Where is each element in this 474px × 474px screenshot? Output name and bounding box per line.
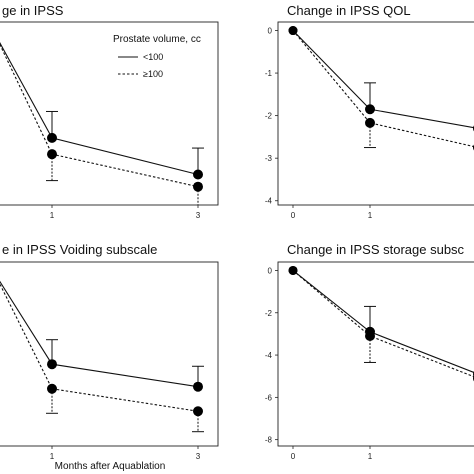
x-tick-label: 0 <box>291 211 296 220</box>
series-line-lt100 <box>292 30 474 129</box>
legend-label: ≥100 <box>143 69 163 79</box>
y-tick-label: -4 <box>265 197 273 206</box>
data-point <box>47 149 57 160</box>
panel-title: Change in IPSS storage subsc <box>287 242 465 257</box>
panel-frame <box>277 261 474 447</box>
data-point <box>47 359 57 370</box>
x-tick-label: 1 <box>50 211 55 220</box>
panel-title: e in IPSS Voiding subscale <box>2 242 157 257</box>
plot-area <box>288 265 474 382</box>
y-tick-label: 0 <box>268 27 273 36</box>
series-line-lt100 <box>292 270 474 374</box>
y-tick-label: -4 <box>265 351 273 360</box>
data-point <box>193 381 203 392</box>
panel-title: ge in IPSS <box>2 3 64 18</box>
y-tick-label: -8 <box>265 436 273 445</box>
y-tick-label: -1 <box>265 69 273 78</box>
plot-area <box>288 26 474 151</box>
panel-frame <box>277 21 474 206</box>
legend-label: <100 <box>143 52 163 62</box>
legend-title: Prostate volume, cc <box>113 34 201 45</box>
data-point <box>193 169 203 180</box>
data-point <box>193 181 203 192</box>
panel-frame <box>0 261 219 447</box>
y-tick-label: 0 <box>268 266 273 275</box>
x-tick-label: 1 <box>50 452 55 461</box>
x-tick-label: 3 <box>196 211 201 220</box>
data-point <box>288 26 298 36</box>
x-tick-label: 1 <box>368 211 373 220</box>
series-line-lt100 <box>0 280 199 388</box>
x-tick-label: 1 <box>368 452 373 461</box>
series-line-ge100 <box>0 43 199 188</box>
y-tick-label: -6 <box>265 393 273 402</box>
x-tick-label: 0 <box>291 452 296 461</box>
data-point <box>365 117 375 128</box>
data-point <box>47 132 57 143</box>
series-line-ge100 <box>292 30 474 148</box>
plot-area <box>0 280 204 433</box>
y-tick-label: -2 <box>265 309 273 318</box>
data-point <box>365 331 375 342</box>
data-point <box>288 265 298 275</box>
data-point <box>365 104 375 115</box>
plot-area <box>0 41 204 205</box>
x-axis-label: Months after Aquablation <box>55 461 166 472</box>
y-tick-label: -2 <box>265 112 273 121</box>
panel-frame <box>0 21 219 206</box>
panel-title: Change in IPSS QOL <box>287 3 411 18</box>
y-tick-label: -3 <box>265 154 273 163</box>
data-point <box>47 383 57 394</box>
series-line-ge100 <box>0 283 199 412</box>
x-tick-label: 3 <box>196 452 201 461</box>
series-line-lt100 <box>0 41 199 176</box>
data-point <box>193 406 203 417</box>
